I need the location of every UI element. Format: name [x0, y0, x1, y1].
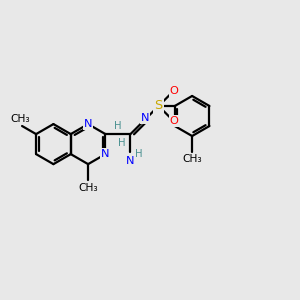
- Text: O: O: [170, 86, 178, 96]
- Text: N: N: [126, 156, 135, 166]
- Text: H: H: [135, 149, 142, 159]
- Text: N: N: [101, 149, 110, 159]
- Text: N: N: [84, 119, 92, 129]
- Text: N: N: [141, 113, 149, 123]
- Text: CH₃: CH₃: [11, 114, 30, 124]
- Text: H: H: [118, 138, 126, 148]
- Text: O: O: [170, 116, 178, 126]
- Text: CH₃: CH₃: [182, 154, 202, 164]
- Text: S: S: [154, 100, 163, 112]
- Text: H: H: [114, 121, 122, 131]
- Text: CH₃: CH₃: [78, 183, 98, 193]
